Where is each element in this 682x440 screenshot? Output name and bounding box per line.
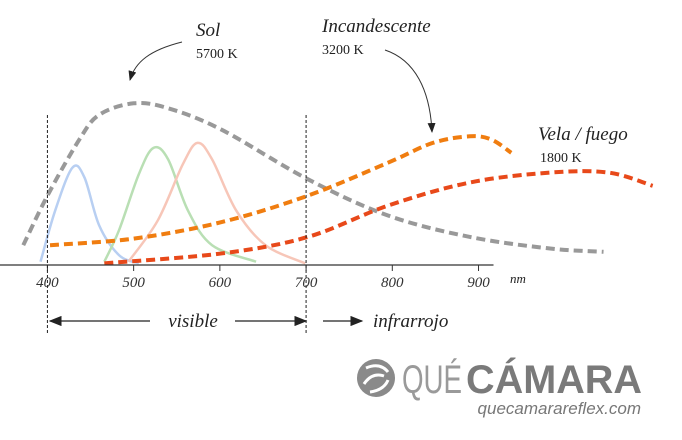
logo-text: CÁMARA <box>466 357 642 402</box>
series-temperature: 3200 K <box>322 43 364 58</box>
series-line <box>39 164 140 265</box>
region-label: visible <box>168 311 218 332</box>
x-tick-label: 500 <box>122 275 145 291</box>
x-tick-label: 800 <box>381 275 404 291</box>
x-tick-label: 900 <box>467 275 490 291</box>
annotation-arrow <box>128 41 183 81</box>
series-line <box>49 134 513 248</box>
x-tick-label: 600 <box>209 275 232 291</box>
series-temperature: 5700 K <box>196 47 238 62</box>
series-name: Incandescente <box>321 16 431 37</box>
logo-text: QUÉ <box>402 357 462 402</box>
logo-url: quecamarareflex.com <box>478 399 641 418</box>
x-unit: nm <box>510 271 526 286</box>
series-name: Vela / fuego <box>538 124 628 145</box>
series-line <box>21 100 604 254</box>
region-label: infrarrojo <box>373 311 448 332</box>
logo-icon <box>357 359 395 397</box>
annotation-arrow <box>384 49 436 133</box>
series-line <box>104 169 654 266</box>
series-temperature: 1800 K <box>540 151 582 166</box>
series-name: Sol <box>196 20 220 41</box>
series-line <box>127 141 306 265</box>
series-line <box>103 145 257 263</box>
